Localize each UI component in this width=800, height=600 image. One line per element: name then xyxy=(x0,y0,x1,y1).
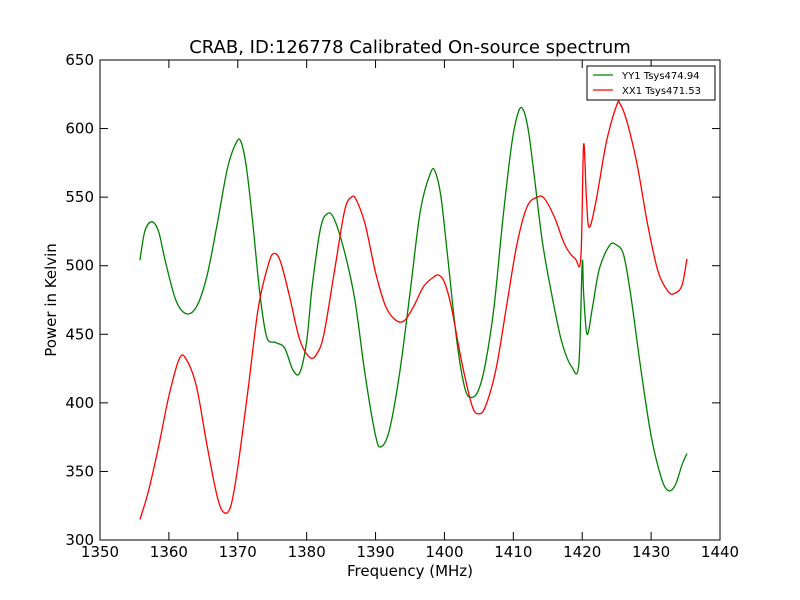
y-tick-label: 650 xyxy=(65,51,94,69)
x-tick-label: 1440 xyxy=(701,543,739,561)
x-tick-label: 1350 xyxy=(81,543,119,561)
series-line-xx1 xyxy=(139,100,688,520)
chart-title: CRAB, ID:126778 Calibrated On-source spe… xyxy=(189,37,631,58)
x-tick-label: 1390 xyxy=(356,543,394,561)
series-line-yy1 xyxy=(139,106,688,492)
legend: YY1 Tsys474.94 XX1 Tsys471.53 xyxy=(586,65,716,101)
plot-frame xyxy=(99,59,721,541)
y-tick-label: 450 xyxy=(65,325,94,343)
legend-box xyxy=(586,65,716,101)
series-layer xyxy=(139,100,688,520)
tick-layer: 1350 1360 1370 1380 1390 1400 1410 1420 1430 1440… xyxy=(65,51,739,561)
plot-area xyxy=(100,60,720,540)
y-tick-label: 600 xyxy=(65,120,94,138)
y-tick-label: 550 xyxy=(65,188,94,206)
y-tick-label: 500 xyxy=(65,257,94,275)
x-axis-label: Frequency (MHz) xyxy=(347,562,473,580)
x-tick-label: 1380 xyxy=(288,543,326,561)
x-tick-label: 1410 xyxy=(494,543,532,561)
x-tick-label: 1400 xyxy=(425,543,463,561)
y-tick-label: 300 xyxy=(65,531,94,549)
y-tick-label: 400 xyxy=(65,394,94,412)
y-tick-label: 350 xyxy=(65,462,94,480)
y-axis-label: Power in Kelvin xyxy=(42,243,60,357)
x-tick-label: 1360 xyxy=(150,543,188,561)
x-tick-label: 1370 xyxy=(219,543,257,561)
legend-label-yy1: YY1 Tsys474.94 xyxy=(621,71,700,82)
x-tick-label: 1420 xyxy=(563,543,601,561)
legend-label-xx1: XX1 Tsys471.53 xyxy=(622,86,701,97)
x-tick-label: 1430 xyxy=(632,543,670,561)
